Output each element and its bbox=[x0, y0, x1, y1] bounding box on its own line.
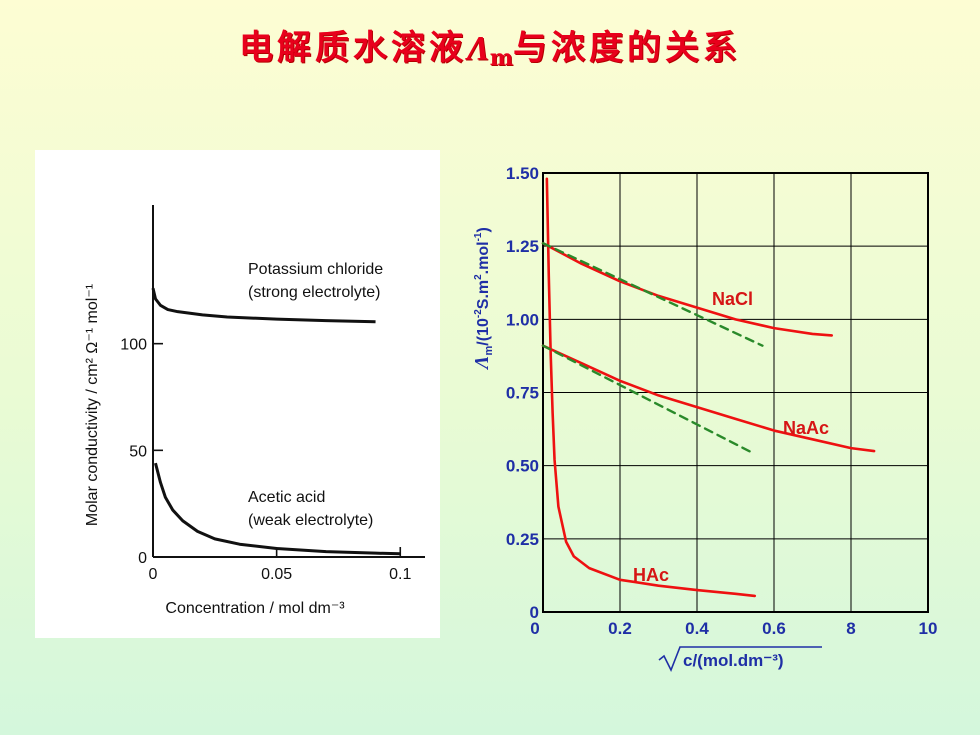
right-series-label: NaAc bbox=[783, 418, 829, 438]
left-series-label-line1: Potassium chloride bbox=[248, 261, 383, 278]
left-series-label-line1: Acetic acid bbox=[248, 489, 325, 506]
right-x-tick-label: 0.2 bbox=[608, 619, 632, 638]
left-x-tick-label: 0.1 bbox=[389, 566, 411, 583]
right-x-axis-label: c/(mol.dm⁻³) bbox=[658, 646, 822, 672]
right-y-tick-label: 0.75 bbox=[506, 384, 539, 403]
right-y-tick-label: 0.50 bbox=[506, 457, 539, 476]
ylabel-end: ) bbox=[475, 227, 492, 232]
title-subscript: m bbox=[489, 45, 513, 71]
ylabel-symbol: Λ bbox=[471, 355, 493, 370]
right-series-line-3 bbox=[541, 242, 764, 347]
right-series-line-2 bbox=[545, 177, 757, 598]
left-y-tick-label: 0 bbox=[138, 550, 147, 567]
right-x-tick-label: 0.4 bbox=[685, 619, 709, 638]
left-plot-area: 0 50 100 0 0.05 0.1 bbox=[120, 205, 425, 583]
left-x-tick-label: 0 bbox=[149, 566, 158, 583]
right-series-line-4 bbox=[541, 344, 756, 456]
right-y-axis-label: Λm/(10-2S.m2.mol-1) bbox=[471, 227, 495, 371]
left-series-label-line2: (strong electrolyte) bbox=[248, 284, 381, 301]
left-chart-panel: 0 50 100 0 0.05 0.1 Molar conductivity / cm² … bbox=[35, 150, 440, 638]
left-y-tick-label: 50 bbox=[129, 443, 147, 460]
right-series-line-1 bbox=[541, 344, 876, 453]
right-y-tick-label: 0 bbox=[530, 603, 539, 622]
right-plot-area: 0 0.25 0.50 0.75 1.00 1.25 1.50 0 0.2 0.4 0.6 8 10 Na… bbox=[506, 164, 938, 638]
title-prefix: 电解质水溶液 bbox=[239, 28, 468, 68]
left-x-tick-label: 0.05 bbox=[261, 566, 292, 583]
ylabel-sub: m bbox=[483, 345, 495, 355]
right-y-tick-label: 1.50 bbox=[506, 164, 539, 183]
left-series-line-1 bbox=[154, 462, 401, 556]
title-symbol: Λ bbox=[467, 30, 490, 67]
sqrt-icon bbox=[658, 646, 822, 672]
ylabel-sup1: -2 bbox=[473, 309, 484, 318]
right-x-tick-label: 10 bbox=[919, 619, 938, 638]
slide-title: 电解质水溶液Λm与浓度的关系 bbox=[0, 20, 980, 71]
title-suffix: 与浓度的关系 bbox=[512, 28, 741, 68]
right-y-tick-label: 1.00 bbox=[506, 310, 539, 329]
right-x-tick-label: 0.6 bbox=[762, 619, 786, 638]
right-x-axis-text: c/(mol.dm⁻³) bbox=[683, 651, 784, 670]
right-series-line-0 bbox=[541, 241, 834, 337]
left-series-line-0 bbox=[151, 287, 376, 324]
ylabel-mid2: .mol bbox=[475, 241, 492, 274]
ylabel-sup2: 2 bbox=[473, 274, 484, 280]
left-x-axis-label: Concentration / mol dm⁻³ bbox=[165, 600, 345, 617]
right-x-tick-label: 0 bbox=[530, 619, 539, 638]
left-y-tick-label: 100 bbox=[120, 337, 147, 354]
right-y-tick-label: 1.25 bbox=[506, 237, 539, 256]
right-series-label: HAc bbox=[633, 565, 669, 585]
right-x-tick-label: 8 bbox=[846, 619, 855, 638]
left-y-axis-label: Molar conductivity / cm² Ω⁻¹ mol⁻¹ bbox=[84, 284, 101, 526]
ylabel-mid: S.m bbox=[475, 280, 492, 309]
ylabel-sup3: -1 bbox=[473, 232, 484, 241]
left-chart: 0 50 100 0 0.05 0.1 Molar conductivity / cm² … bbox=[84, 205, 425, 617]
right-series-label: NaCl bbox=[712, 289, 753, 309]
right-y-tick-label: 0.25 bbox=[506, 530, 539, 549]
left-series-label-line2: (weak electrolyte) bbox=[248, 512, 373, 529]
ylabel-rest: /(10 bbox=[475, 318, 492, 346]
